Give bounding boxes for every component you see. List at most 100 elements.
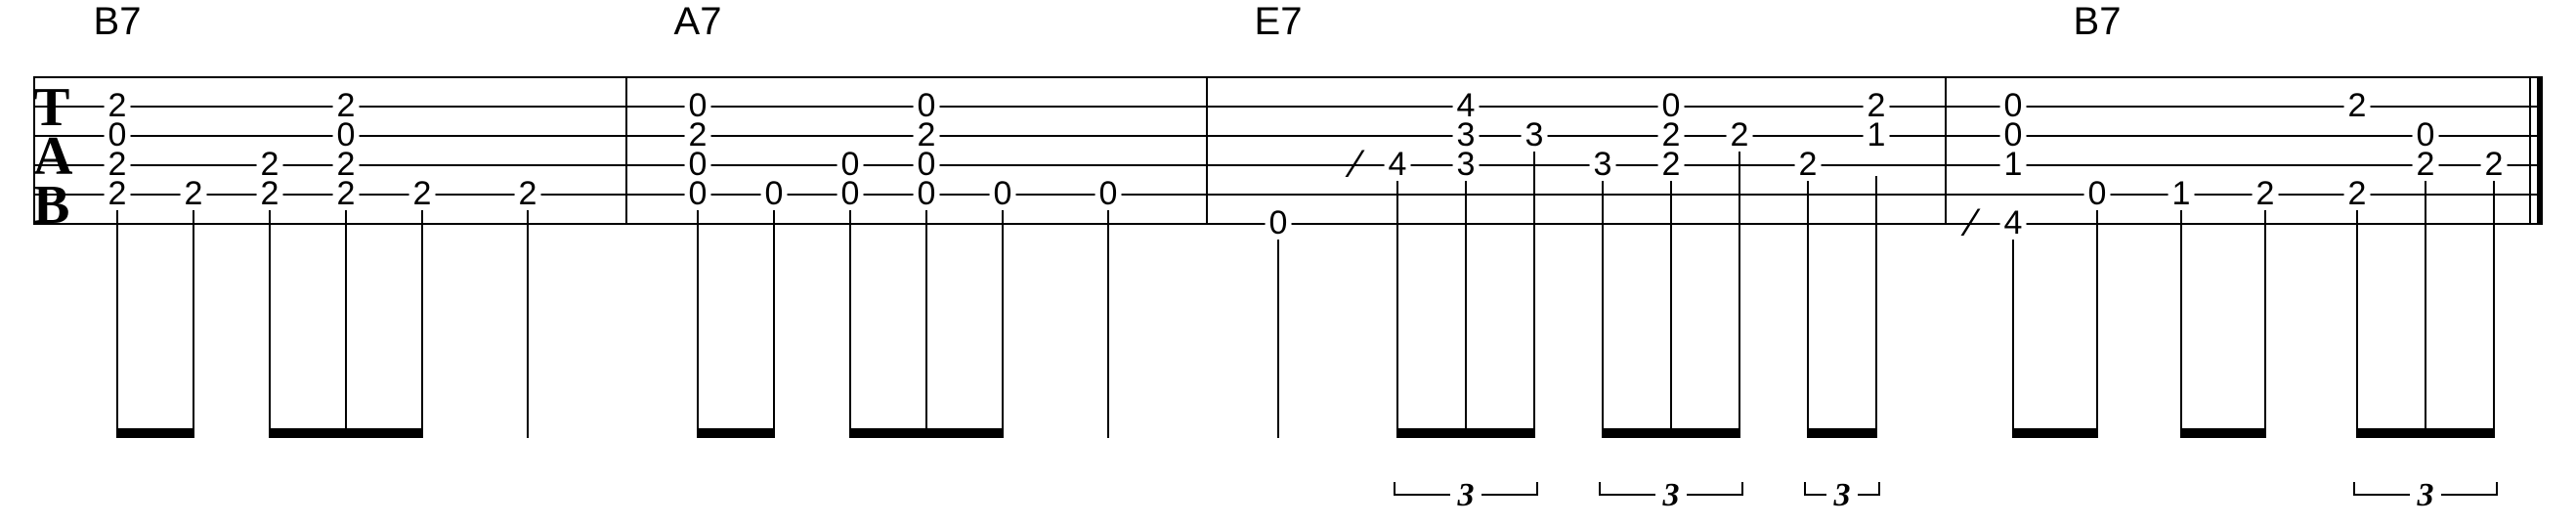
tuplet-bracket bbox=[1394, 494, 1450, 496]
barline bbox=[625, 76, 627, 225]
note-stem bbox=[2425, 176, 2426, 438]
note-stem bbox=[2096, 205, 2098, 438]
fret-number: 2 bbox=[2253, 177, 2279, 210]
fret-number: 0 bbox=[1266, 206, 1292, 240]
note-stem bbox=[1875, 176, 1877, 438]
fret-number: 1 bbox=[1864, 118, 1890, 152]
tuplet-bracket bbox=[1599, 494, 1655, 496]
fret-number: 2 bbox=[181, 177, 207, 210]
fret-number: 2 bbox=[2344, 177, 2371, 210]
note-stem bbox=[2012, 235, 2014, 438]
fret-number: 2 bbox=[105, 177, 131, 210]
fret-number: 2 bbox=[2481, 148, 2508, 181]
tuplet-bracket bbox=[1687, 494, 1743, 496]
tuplet-bracket bbox=[2353, 494, 2410, 496]
beam bbox=[1807, 428, 1877, 438]
barline bbox=[1206, 76, 1208, 225]
beam bbox=[2356, 428, 2426, 438]
beam bbox=[1602, 428, 1672, 438]
fret-number: 0 bbox=[761, 177, 788, 210]
fret-number: 3 bbox=[1453, 148, 1480, 181]
staff-line-2 bbox=[33, 106, 2543, 108]
note-stem bbox=[1739, 147, 1740, 438]
fret-number: 0 bbox=[685, 177, 711, 210]
note-stem bbox=[1807, 176, 1809, 438]
fret-number: 3 bbox=[1590, 148, 1616, 181]
slide-icon: ∕ bbox=[1353, 145, 1360, 184]
tuplet-bracket-hook bbox=[1741, 482, 1743, 494]
beam bbox=[2425, 428, 2495, 438]
note-stem bbox=[1107, 205, 1109, 438]
chord-label: A7 bbox=[674, 0, 722, 44]
barline bbox=[1945, 76, 1947, 225]
note-stem bbox=[2356, 205, 2358, 438]
staff-line-4 bbox=[33, 164, 2543, 166]
tuplet-number: 3 bbox=[2418, 477, 2434, 514]
tuplet-bracket-hook bbox=[1804, 482, 1806, 494]
fret-number: 0 bbox=[914, 177, 940, 210]
tuplet-bracket bbox=[1804, 494, 1826, 496]
fret-number: 3 bbox=[1522, 118, 1548, 152]
staff-line-1 bbox=[33, 76, 2543, 78]
fret-number: 0 bbox=[990, 177, 1016, 210]
note-stem bbox=[849, 205, 851, 438]
note-stem bbox=[527, 205, 529, 438]
fret-number: 2 bbox=[1795, 148, 1822, 181]
tuplet-number: 3 bbox=[1663, 477, 1680, 514]
tuplet-bracket-hook bbox=[1878, 482, 1880, 494]
note-stem bbox=[773, 205, 775, 438]
fret-number: 4 bbox=[2000, 206, 2027, 240]
fret-number: 0 bbox=[1095, 177, 1122, 210]
note-stem bbox=[2493, 176, 2495, 438]
note-stem bbox=[1602, 176, 1604, 438]
chord-label: B7 bbox=[2074, 0, 2122, 44]
beam bbox=[116, 428, 194, 438]
beam bbox=[345, 428, 423, 438]
tuplet-number: 3 bbox=[1834, 477, 1851, 514]
note-stem bbox=[1465, 176, 1467, 438]
beam bbox=[1396, 428, 1467, 438]
chord-label: B7 bbox=[94, 0, 142, 44]
fret-number: 2 bbox=[1727, 118, 1753, 152]
fret-number: 2 bbox=[409, 177, 436, 210]
fret-number: 2 bbox=[1658, 148, 1685, 181]
beam bbox=[1670, 428, 1740, 438]
note-stem bbox=[421, 205, 423, 438]
beam bbox=[269, 428, 347, 438]
fret-number: 2 bbox=[515, 177, 541, 210]
tuplet-bracket bbox=[2441, 494, 2498, 496]
beam bbox=[2180, 428, 2266, 438]
beam bbox=[2012, 428, 2098, 438]
note-stem bbox=[269, 205, 271, 438]
tab-clef-letter: B bbox=[33, 178, 69, 233]
tuplet-bracket-hook bbox=[1536, 482, 1538, 494]
barline-end-thick bbox=[2537, 76, 2543, 225]
tuplet-bracket-hook bbox=[1599, 482, 1601, 494]
tuplet-bracket-hook bbox=[2353, 482, 2355, 494]
tuplet-bracket bbox=[1858, 494, 1880, 496]
tuplet-bracket-hook bbox=[2496, 482, 2498, 494]
note-stem bbox=[697, 205, 699, 438]
note-stem bbox=[2180, 205, 2182, 438]
beam bbox=[697, 428, 775, 438]
note-stem bbox=[1277, 235, 1279, 438]
note-stem bbox=[1533, 147, 1535, 438]
note-stem bbox=[1396, 176, 1398, 438]
note-stem bbox=[925, 205, 927, 438]
beam bbox=[1465, 428, 1535, 438]
guitar-tab: TABB7A7E7B7202222220222202000000200000∕4… bbox=[0, 0, 2576, 526]
staff-line-3 bbox=[33, 135, 2543, 137]
slide-icon: ∕ bbox=[1969, 203, 1976, 242]
tuplet-bracket bbox=[1481, 494, 1538, 496]
fret-number: 4 bbox=[1385, 148, 1411, 181]
fret-number: 2 bbox=[257, 177, 283, 210]
tuplet-number: 3 bbox=[1458, 477, 1475, 514]
note-stem bbox=[1670, 176, 1672, 438]
chord-label: E7 bbox=[1255, 0, 1303, 44]
fret-number: 1 bbox=[2000, 148, 2027, 181]
fret-number: 1 bbox=[2168, 177, 2195, 210]
barline bbox=[2529, 76, 2531, 225]
note-stem bbox=[1002, 205, 1004, 438]
fret-number: 2 bbox=[2413, 148, 2439, 181]
note-stem bbox=[2264, 205, 2266, 438]
